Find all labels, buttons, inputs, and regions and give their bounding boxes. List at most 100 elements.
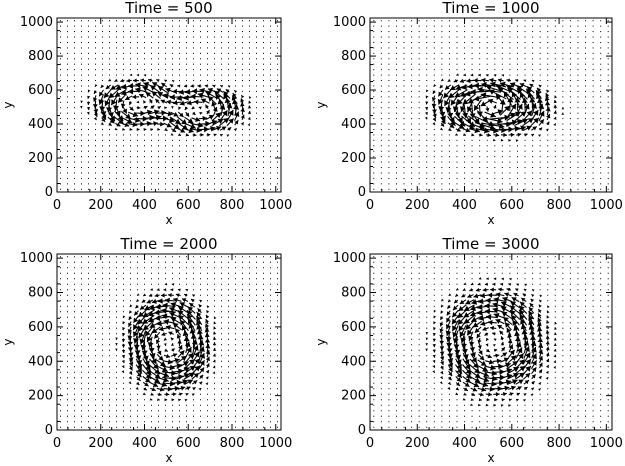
vector-dot — [200, 410, 201, 412]
vector-dot — [249, 36, 250, 38]
vector-dot — [532, 167, 534, 169]
vector-dot — [179, 156, 180, 158]
vector-dot — [214, 47, 215, 49]
vector-dot — [137, 58, 138, 60]
vector-dot — [441, 156, 443, 158]
vector-dot — [116, 74, 117, 76]
vector-dot — [60, 421, 61, 423]
vector-arrowhead — [497, 325, 503, 330]
vector-arrowhead — [531, 360, 537, 366]
vector-dot — [228, 426, 229, 428]
vector-arrowhead — [476, 333, 481, 339]
vector-dot — [67, 338, 68, 340]
vector-dot — [380, 360, 382, 362]
vector-dot — [509, 161, 511, 163]
vector-dot — [388, 355, 390, 357]
vector-dot — [547, 52, 549, 54]
vector-dot — [562, 161, 564, 163]
vector-dot — [539, 150, 541, 152]
vector-arrowhead — [181, 325, 188, 331]
vector-arrowhead — [93, 108, 99, 114]
vector-dot — [88, 41, 89, 43]
vector-dot — [102, 58, 103, 60]
vector-arrowhead — [463, 73, 467, 77]
vector-dot — [479, 36, 481, 38]
vector-dot — [137, 150, 138, 152]
vector-dot — [532, 63, 534, 65]
vector-dot — [418, 421, 420, 423]
vector-dot — [501, 267, 503, 269]
vector-dot — [494, 41, 496, 43]
vector-dot — [95, 300, 96, 302]
vector-dot — [144, 289, 145, 291]
vector-arrowhead — [150, 85, 157, 91]
vector-dot — [88, 338, 89, 340]
vector-dot — [516, 410, 518, 412]
vector-arrowhead — [530, 134, 534, 137]
vector-dot — [249, 85, 250, 87]
vector-dot — [60, 31, 61, 33]
vector-dot — [569, 128, 571, 130]
vector-dot — [585, 90, 587, 92]
vector-dot — [373, 316, 375, 318]
vector-dot — [67, 118, 68, 120]
vector-dot — [270, 371, 271, 373]
vector-dot — [60, 289, 61, 291]
vector-arrowhead — [172, 392, 177, 397]
vector-arrowhead — [199, 360, 205, 366]
vector-arrowhead — [516, 88, 523, 95]
vector-dot — [200, 150, 201, 152]
vector-dot — [426, 47, 428, 49]
vector-dot — [88, 289, 89, 291]
vector-dot — [256, 272, 257, 274]
vector-dot — [151, 421, 152, 423]
vector-dot — [60, 404, 61, 406]
vector-arrowhead — [156, 320, 162, 327]
vector-dot — [81, 322, 82, 324]
vector-dot — [554, 41, 556, 43]
vector-arrowhead — [196, 315, 202, 322]
vector-dot — [448, 20, 450, 22]
vector-arrowhead — [439, 356, 445, 361]
vector-dot — [418, 316, 420, 318]
vector-arrowhead — [497, 385, 503, 392]
vector-arrowhead — [86, 106, 91, 111]
vector-arrowhead — [157, 350, 162, 355]
vector-dot — [256, 156, 257, 158]
vector-dot — [88, 355, 89, 357]
vector-dot — [277, 90, 278, 92]
vector-arrowhead — [460, 337, 467, 344]
vector-arrowhead — [467, 83, 473, 90]
vector-dot — [433, 47, 435, 49]
vector-dot — [221, 360, 222, 362]
vector-dot — [95, 63, 96, 65]
vector-arrowhead — [500, 138, 504, 142]
vector-dot — [130, 52, 131, 54]
vector-dot — [207, 58, 208, 60]
vector-dot — [600, 150, 602, 152]
vector-arrowhead — [504, 292, 510, 297]
vector-dot — [81, 415, 82, 417]
vector-arrowhead — [179, 112, 184, 118]
vector-arrowhead — [161, 332, 166, 336]
vector-dot — [270, 90, 271, 92]
vector-arrowhead — [501, 311, 508, 318]
vector-dot — [263, 338, 264, 340]
vector-dot — [109, 150, 110, 152]
vector-dot — [193, 410, 194, 412]
vector-dot — [256, 311, 257, 313]
vector-dot — [158, 426, 159, 428]
vector-dot — [277, 311, 278, 313]
vector-dot — [270, 316, 271, 318]
vector-arrowhead — [519, 305, 525, 312]
vector-arrowhead — [470, 403, 473, 406]
vector-dot — [270, 344, 271, 346]
vector-dot — [592, 74, 594, 76]
vector-dot — [433, 399, 435, 401]
vector-arrowhead — [437, 98, 444, 105]
vector-dot — [193, 150, 194, 152]
vector-dot — [395, 393, 397, 395]
vector-dot — [60, 327, 61, 329]
vector-dot — [547, 36, 549, 38]
vector-dot — [158, 167, 159, 169]
